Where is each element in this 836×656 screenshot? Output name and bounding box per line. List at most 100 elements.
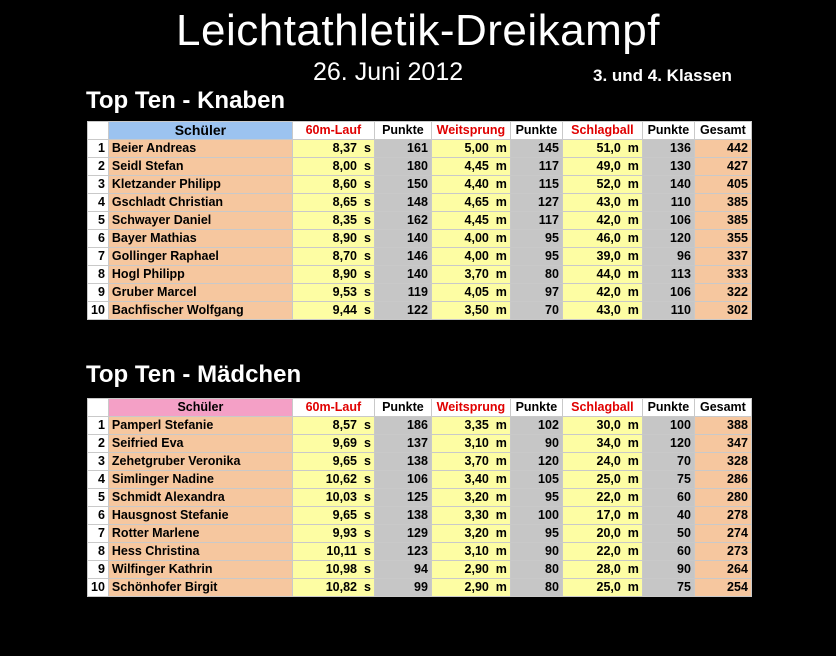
student-header: Schüler	[107, 121, 293, 140]
student-name: Hausgnost Stefanie	[107, 506, 293, 525]
rank-cell: 8	[87, 265, 109, 284]
jump-points: 95	[509, 247, 563, 266]
throw-points: 100	[641, 416, 695, 435]
total-points: 442	[693, 139, 752, 158]
rank-cell: 7	[87, 247, 109, 266]
run-time: 9,53 s	[291, 283, 375, 302]
table-row: 9 Wilfinger Kathrin 10,98 s 94 2,90 m 80 28,0 …	[87, 560, 752, 579]
table-row: 4 Gschladt Christian 8,65 s 148 4,65 m 127 43,…	[87, 193, 752, 212]
throw-distance: 46,0 m	[561, 229, 643, 248]
throw-points: 110	[641, 301, 695, 320]
total-points: 385	[693, 211, 752, 230]
throw-distance: 39,0 m	[561, 247, 643, 266]
jump-points: 97	[509, 283, 563, 302]
run-time: 9,65 s	[291, 506, 375, 525]
throw-distance: 20,0 m	[561, 524, 643, 543]
total-points: 333	[693, 265, 752, 284]
throw-points: 120	[641, 229, 695, 248]
student-name: Seidl Stefan	[107, 157, 293, 176]
throw-header: Schlagball	[561, 398, 643, 417]
table-row: 7 Rotter Marlene 9,93 s 129 3,20 m 95 20,0 m 50…	[87, 524, 752, 543]
page-title: Leichtathletik-Dreikampf	[176, 6, 660, 55]
throw-distance: 28,0 m	[561, 560, 643, 579]
total-points: 278	[693, 506, 752, 525]
run-time: 8,90 s	[291, 229, 375, 248]
jump-points: 115	[509, 175, 563, 194]
run-time: 9,65 s	[291, 452, 375, 471]
rank-cell: 2	[87, 157, 109, 176]
jump-points: 90	[509, 542, 563, 561]
jump-distance: 3,70 m	[430, 265, 511, 284]
total-points: 274	[693, 524, 752, 543]
table-row: 6 Hausgnost Stefanie 9,65 s 138 3,30 m 100 17,…	[87, 506, 752, 525]
run-time: 10,82 s	[291, 578, 375, 597]
run-header: 60m-Lauf	[291, 121, 375, 140]
jump-points: 70	[509, 301, 563, 320]
jump-points: 145	[509, 139, 563, 158]
points-header: Punkte	[373, 121, 432, 140]
jump-distance: 4,40 m	[430, 175, 511, 194]
throw-header: Schlagball	[561, 121, 643, 140]
throw-points: 60	[641, 488, 695, 507]
table-row: 5 Schwayer Daniel 8,35 s 162 4,45 m 117 42,0 m…	[87, 211, 752, 230]
student-name: Gollinger Raphael	[107, 247, 293, 266]
table-row: 1 Beier Andreas 8,37 s 161 5,00 m 145 51,0 m 13…	[87, 139, 752, 158]
jump-points: 105	[509, 470, 563, 489]
total-points: 254	[693, 578, 752, 597]
rank-cell: 6	[87, 229, 109, 248]
jump-points: 95	[509, 524, 563, 543]
throw-distance: 49,0 m	[561, 157, 643, 176]
table-row: 1 Pamperl Stefanie 8,57 s 186 3,35 m 102 30,0 …	[87, 416, 752, 435]
jump-distance: 4,00 m	[430, 247, 511, 266]
throw-points: 130	[641, 157, 695, 176]
student-name: Wilfinger Kathrin	[107, 560, 293, 579]
jump-distance: 3,20 m	[430, 488, 511, 507]
rank-cell: 4	[87, 193, 109, 212]
student-name: Rotter Marlene	[107, 524, 293, 543]
throw-distance: 30,0 m	[561, 416, 643, 435]
jump-points: 127	[509, 193, 563, 212]
jump-points: 80	[509, 560, 563, 579]
student-name: Gruber Marcel	[107, 283, 293, 302]
jump-points: 90	[509, 434, 563, 453]
run-points: 180	[373, 157, 432, 176]
run-points: 125	[373, 488, 432, 507]
throw-points: 106	[641, 211, 695, 230]
run-points: 148	[373, 193, 432, 212]
jump-distance: 4,05 m	[430, 283, 511, 302]
run-time: 10,11 s	[291, 542, 375, 561]
run-points: 161	[373, 139, 432, 158]
student-name: Hess Christina	[107, 542, 293, 561]
table-row: 10 Schönhofer Birgit 10,82 s 99 2,90 m 80 25,0…	[87, 578, 752, 597]
run-points: 146	[373, 247, 432, 266]
rank-cell: 3	[87, 175, 109, 194]
throw-distance: 42,0 m	[561, 283, 643, 302]
rank-cell: 10	[87, 578, 109, 597]
total-points: 286	[693, 470, 752, 489]
class-range: 3. und 4. Klassen	[593, 66, 732, 85]
boys-header-row: Schüler 60m-Lauf Punkte Weitsprung Punkt…	[87, 121, 752, 140]
boys-results-table: Schüler 60m-Lauf Punkte Weitsprung Punkt…	[87, 121, 752, 320]
jump-points: 100	[509, 506, 563, 525]
run-points: 137	[373, 434, 432, 453]
table-row: 9 Gruber Marcel 9,53 s 119 4,05 m 97 42,0 m 106…	[87, 283, 752, 302]
run-time: 8,70 s	[291, 247, 375, 266]
student-name: Zehetgruber Veronika	[107, 452, 293, 471]
throw-distance: 43,0 m	[561, 193, 643, 212]
run-time: 9,69 s	[291, 434, 375, 453]
rank-cell: 10	[87, 301, 109, 320]
jump-points: 80	[509, 578, 563, 597]
rank-cell: 2	[87, 434, 109, 453]
rank-cell: 5	[87, 488, 109, 507]
run-points: 138	[373, 506, 432, 525]
jump-distance: 4,45 m	[430, 211, 511, 230]
run-time: 8,60 s	[291, 175, 375, 194]
points-header: Punkte	[641, 398, 695, 417]
throw-distance: 43,0 m	[561, 301, 643, 320]
student-name: Pamperl Stefanie	[107, 416, 293, 435]
jump-header: Weitsprung	[430, 398, 511, 417]
jump-distance: 3,70 m	[430, 452, 511, 471]
run-time: 8,35 s	[291, 211, 375, 230]
rank-cell: 1	[87, 139, 109, 158]
